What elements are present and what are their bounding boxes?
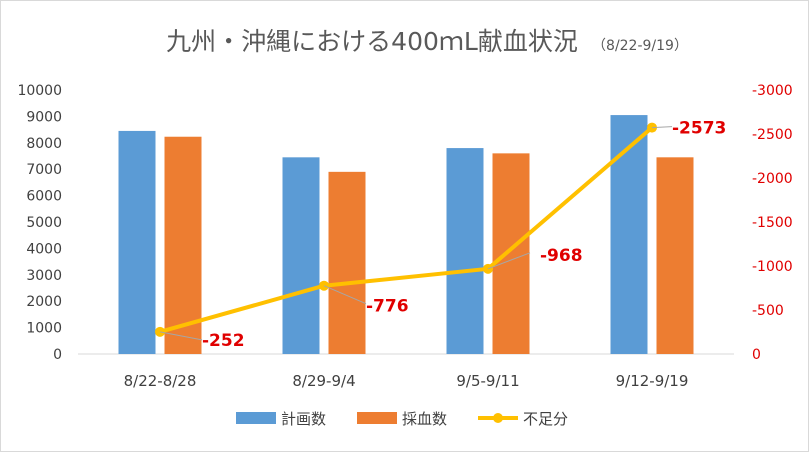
category-label: 8/29-9/4 [292,372,355,390]
shortage-line [159,126,654,334]
data-label-leader [487,252,531,270]
right-axis-tick-label: -1000 [752,259,793,275]
left-axis-tick-label: 0 [53,347,62,363]
right-axis-tick-label: -500 [752,303,784,319]
shortage-data-label: -776 [366,297,409,317]
legend-swatch-marker [493,413,503,423]
bar-plan [610,115,648,354]
shortage-data-label: -968 [540,246,583,266]
left-axis-tick-label: 5000 [26,215,62,231]
right-axis-tick-label: -1500 [752,215,793,231]
right-axis-tick-label: -2000 [752,171,793,187]
bar-plan [282,157,320,354]
right-axis-tick-label: -2500 [752,127,793,143]
bar-collected [328,171,366,354]
left-axis-tick-label: 8000 [26,136,62,152]
legend-swatch [357,412,397,424]
left-axis-tick-label: 4000 [26,241,62,257]
plot-area: 0 1000 2000 3000 4000 5000 6000 7000 8000 9000 100… [17,83,792,390]
category-label: 9/5-9/11 [456,372,519,390]
chart-title: 九州・沖縄における400ｍL献血状況 [166,27,578,56]
data-label-leader [651,126,673,129]
left-axis-tick-label: 3000 [26,268,62,284]
right-axis-tick-label: 0 [752,347,761,363]
category-label: 9/12-9/19 [616,372,689,390]
left-axis-tick-label: 7000 [26,162,62,178]
legend-label: 計画数 [281,410,326,428]
left-axis-tick-label: 6000 [26,189,62,205]
data-label-leader [323,285,367,305]
bar-plan [118,130,156,354]
shortage-data-label: -2573 [672,119,726,139]
left-axis-tick-label: 2000 [26,294,62,310]
legend-label: 不足分 [523,410,568,428]
left-axis-tick-label: 1000 [26,321,62,337]
bar-collected [164,136,202,354]
bar-plan [446,148,484,354]
bar-collected [492,153,530,354]
legend-label: 採血数 [402,410,447,428]
data-label-leader [159,331,203,341]
left-axis-tick-label: 9000 [26,109,62,125]
chart-subtitle: （8/22-9/19） [592,38,688,54]
legend-swatch [236,412,276,424]
category-label: 8/22-8/28 [124,372,197,390]
right-axis-tick-label: -3000 [752,83,793,99]
shortage-data-label: -252 [202,331,245,351]
legend: 計画数 採血数 不足分 [236,410,568,428]
bar-collected [656,157,694,354]
left-axis-tick-label: 10000 [17,83,62,99]
